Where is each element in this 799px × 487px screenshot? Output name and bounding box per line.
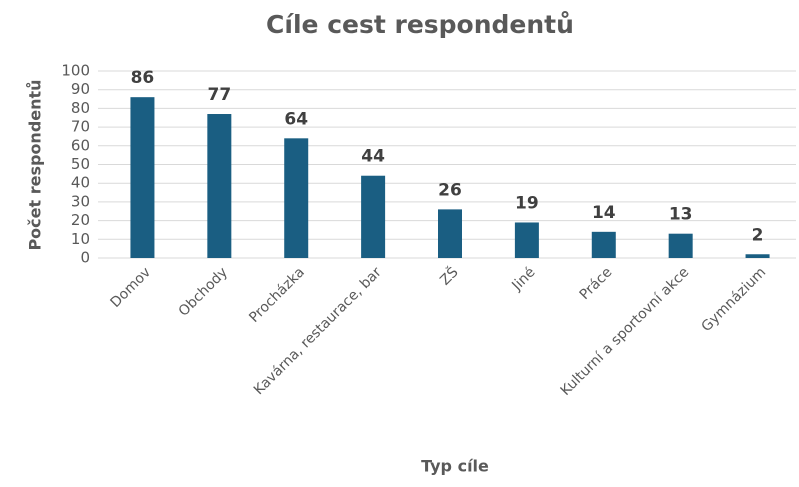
bar — [514, 222, 539, 258]
bar — [668, 233, 693, 258]
x-tick-label: Procházka — [246, 264, 308, 326]
bar — [130, 97, 155, 259]
data-label: 44 — [361, 147, 385, 167]
data-label: 77 — [207, 85, 231, 105]
y-tick-label: 10 — [71, 230, 90, 248]
y-tick-label: 50 — [71, 155, 90, 173]
data-label: 86 — [131, 68, 155, 88]
data-label: 19 — [515, 193, 539, 213]
x-tick-label: Kulturní a sportovní akce — [558, 264, 693, 399]
x-tick-label: Obchody — [176, 264, 231, 319]
data-label: 13 — [669, 205, 693, 225]
bar — [284, 138, 309, 258]
bar — [207, 114, 232, 258]
y-tick-label: 70 — [71, 118, 90, 136]
chart-title: Cíle cest respondentů — [266, 10, 574, 39]
y-tick-label: 0 — [80, 249, 90, 267]
y-tick-label: 80 — [71, 99, 90, 117]
bar — [745, 254, 770, 258]
x-tick-label: Kavárna, restaurace, bar — [251, 264, 385, 398]
x-tick-label: Domov — [108, 264, 155, 311]
y-tick-label: 100 — [61, 62, 90, 80]
x-tick-label: Jiné — [508, 264, 538, 294]
data-label: 64 — [284, 109, 308, 129]
x-tick-label: Gymnázium — [699, 264, 770, 335]
data-label: 14 — [592, 203, 616, 223]
bar — [438, 209, 462, 258]
y-tick-label: 60 — [71, 136, 90, 154]
y-axis-label: Počet respondentů — [26, 79, 45, 250]
bar — [591, 231, 616, 258]
y-tick-label: 30 — [71, 192, 90, 210]
data-label: 2 — [752, 225, 764, 245]
y-tick-label: 20 — [71, 211, 90, 229]
bar — [361, 175, 386, 258]
data-label: 26 — [438, 180, 462, 200]
y-tick-label: 90 — [71, 80, 90, 98]
x-axis-label: Typ cíle — [421, 457, 489, 476]
x-tick-label: Práce — [577, 264, 616, 303]
y-tick-label: 40 — [71, 174, 90, 192]
x-tick-label: ZŠ — [436, 263, 462, 289]
